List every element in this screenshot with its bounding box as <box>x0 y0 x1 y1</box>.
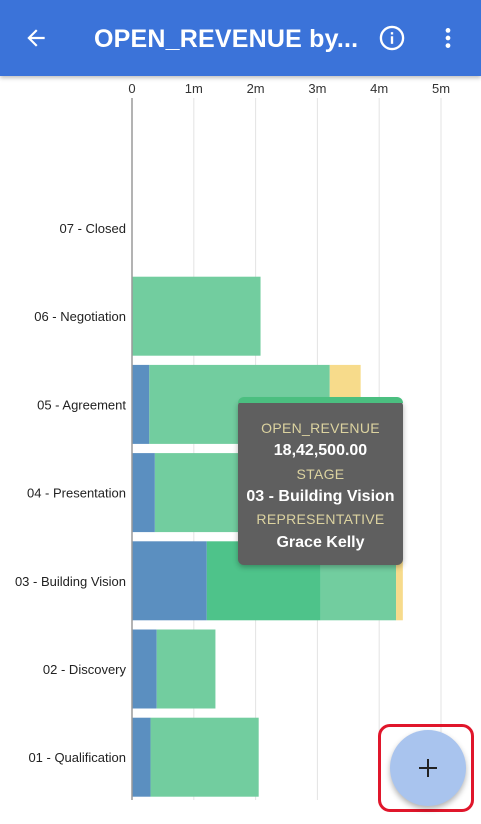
app-bar: OPEN_REVENUE by... <box>0 0 481 76</box>
category-label: 01 - Qualification <box>28 750 126 765</box>
tooltip-value-representative: Grace Kelly <box>276 534 365 551</box>
bar-segment[interactable] <box>150 717 259 797</box>
x-tick-label: 4m <box>370 81 388 96</box>
x-tick-label: 5m <box>432 81 450 96</box>
tooltip-value-open-revenue: 18,42,500.00 <box>273 442 368 459</box>
plus-icon <box>419 759 437 777</box>
category-label: 06 - Negotiation <box>34 309 126 324</box>
bar-segment[interactable] <box>396 541 403 621</box>
x-tick-label: 2m <box>247 81 265 96</box>
bar-segment[interactable] <box>132 629 157 709</box>
bar-segment[interactable] <box>156 629 216 709</box>
info-icon <box>379 25 405 51</box>
more-vertical-icon <box>445 28 451 48</box>
tooltip-label-open-revenue: OPEN_REVENUE <box>261 420 380 436</box>
tooltip-label-stage: STAGE <box>296 466 345 482</box>
x-tick-label: 3m <box>308 81 326 96</box>
tooltip-value-stage: 03 - Building Vision <box>246 488 395 505</box>
bar-segment[interactable] <box>132 364 150 444</box>
back-button[interactable] <box>20 22 52 54</box>
bar-segment[interactable] <box>132 276 261 356</box>
bar-segment[interactable] <box>132 717 151 797</box>
tooltip-label-representative: REPRESENTATIVE <box>256 511 385 527</box>
category-label: 04 - Presentation <box>27 486 126 501</box>
fab-highlight <box>378 724 474 812</box>
bar-segment[interactable] <box>132 453 155 533</box>
tooltip-accent <box>238 397 403 403</box>
category-label: 02 - Discovery <box>43 662 127 677</box>
category-label: 07 - Closed <box>60 221 126 236</box>
add-button[interactable] <box>390 730 466 806</box>
x-tick-label: 1m <box>185 81 203 96</box>
x-tick-label: 0 <box>128 81 135 96</box>
arrow-left-icon <box>27 29 45 47</box>
info-button[interactable] <box>376 22 408 54</box>
page-title: OPEN_REVENUE by... <box>94 25 358 53</box>
bar-segment[interactable] <box>132 541 207 621</box>
more-options-button[interactable] <box>432 22 464 54</box>
category-label: 05 - Agreement <box>37 397 126 412</box>
chart-tooltip: OPEN_REVENUE 18,42,500.00 STAGE 03 - Bui… <box>238 397 403 565</box>
category-label: 03 - Building Vision <box>15 574 126 589</box>
